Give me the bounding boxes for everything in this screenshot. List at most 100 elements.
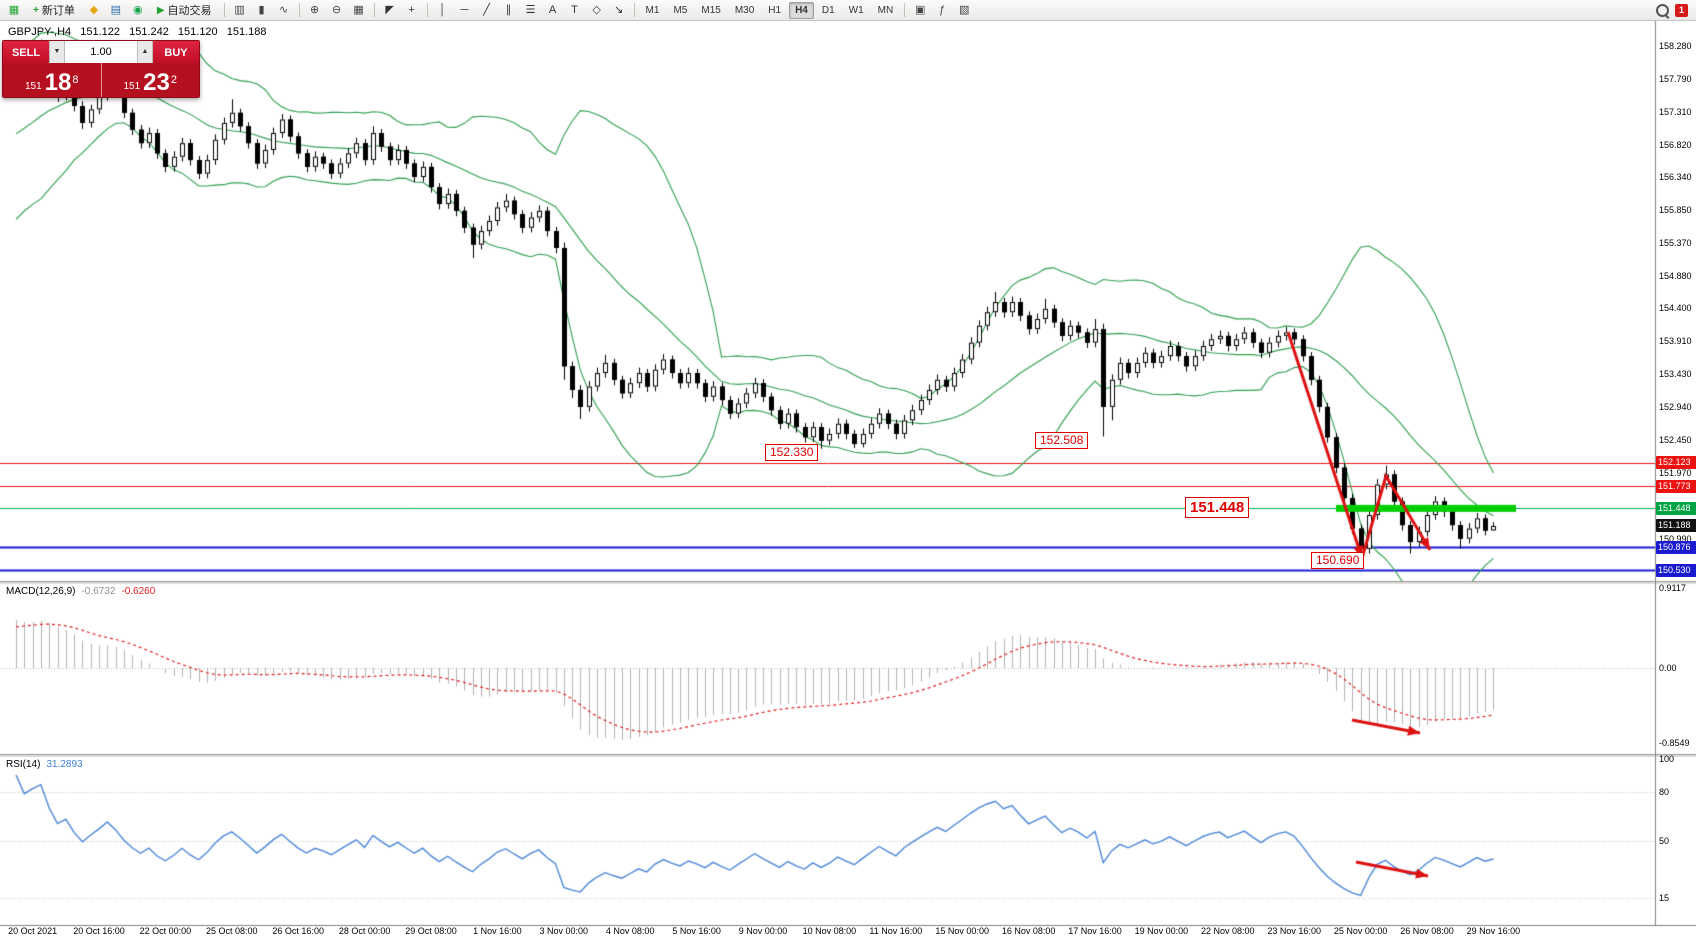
price-axis-label: 155.850 [1659,205,1692,216]
volume-decrement-button[interactable]: ▼ [49,41,65,63]
timeframe-button-h4[interactable]: H4 [789,1,814,19]
tile-windows-icon[interactable]: ▦ [353,4,364,16]
vertical-line-icon[interactable]: │ [439,4,446,16]
cascade-windows-icon[interactable]: ▣ [915,4,926,16]
label-icon[interactable]: T [571,4,578,16]
rsi-scale-label: 15 [1659,893,1670,904]
toolbar-right-cluster: 1 [1656,3,1692,19]
rsi-scale-label: 50 [1659,836,1670,846]
volume-input[interactable] [65,41,137,63]
autotrade-button[interactable]: ▶ 自动交易 [150,1,219,19]
channel-icon[interactable]: ∥ [505,4,512,16]
fibonacci-icon[interactable]: ☰ [525,4,536,16]
macd-scale-label: -0.8549 [1659,738,1690,749]
timeframe-button-h1[interactable]: H1 [768,4,782,16]
price-axis-label: 153.430 [1659,368,1692,379]
chart-ohlc-header: GBPJPY-,H4 151.122 151.242 151.120 151.1… [8,26,273,38]
macd-label: MACD(12,26,9) [6,586,76,597]
new-order-button[interactable]: + 新订单 [26,1,82,19]
macd-signal-value: -0.6260 [121,586,156,597]
chart-candles-icon[interactable]: ▮ [258,4,265,16]
ask-price[interactable]: 151 23 2 [102,63,200,97]
sell-button[interactable]: SELL [3,41,49,63]
notification-badge[interactable]: 1 [1675,3,1688,17]
macd-scale-label: 0.9117 [1659,582,1686,593]
price-callout[interactable]: 152.330 [765,444,819,461]
mql-diamond-icon[interactable]: ◆ [89,4,99,16]
timeframe-button-m30[interactable]: M30 [734,4,755,16]
cursor-icon[interactable]: ◤ [385,4,394,16]
time-axis-label: 26 Oct 16:00 [272,926,324,936]
zoom-in-icon[interactable]: ⊕ [309,4,320,16]
chart-line-icon[interactable]: ∿ [278,4,289,16]
toolbar-separator [298,3,300,17]
horizontal-line-icon[interactable]: ─ [460,4,469,16]
new-order-button-label: 新订单 [41,5,75,17]
price-axis-label: 158.280 [1659,41,1692,51]
timeframe-button-mn[interactable]: MN [877,4,894,16]
current-price-tag: 151.188 [1656,519,1696,533]
indicators-icon[interactable]: ƒ [939,4,946,16]
price-axis-label: 155.370 [1659,237,1692,248]
macd-main-value: -0.6732 [81,586,116,597]
high-value: 151.242 [129,26,169,38]
toolbar-separator [904,3,906,17]
price-axis-label: 156.340 [1659,172,1692,183]
timeframe-button-m15[interactable]: M15 [701,4,721,16]
price-line-tag[interactable]: 152.123 [1656,456,1696,470]
timeframe-button-d1[interactable]: D1 [821,4,835,16]
time-axis-label: 11 Nov 16:00 [869,926,923,936]
new-order-button-icon: + [33,4,39,16]
time-axis-label: 9 Nov 00:00 [738,926,788,936]
time-axis-label: 5 Nov 16:00 [672,926,721,936]
time-axis-label: 25 Oct 08:00 [206,926,258,936]
ask-pip: 2 [170,74,177,86]
close-value: 151.188 [226,26,267,38]
time-axis-label: 19 Nov 00:00 [1134,926,1189,936]
toolbar-separator [373,3,375,17]
price-line-tag[interactable]: 150.530 [1656,563,1696,577]
chart-bars-icon[interactable]: ▥ [234,4,245,16]
time-axis-label: 28 Oct 00:00 [338,926,391,936]
price-line-tag[interactable]: 150.876 [1656,540,1696,554]
price-callout[interactable]: 150.690 [1311,552,1365,569]
zoom-out-icon[interactable]: ⊖ [331,4,342,16]
rsi-value: 31.2893 [46,759,83,770]
price-line-tag[interactable]: 151.773 [1656,479,1696,493]
text-icon[interactable]: A [548,4,557,16]
shapes-icon[interactable]: ◇ [592,4,601,16]
bid-pip: 8 [72,74,79,86]
bid-prefix: 151 [24,81,42,92]
volume-increment-button[interactable]: ▲ [137,41,153,63]
bid-price[interactable]: 151 18 8 [3,63,101,97]
timeframe-button-w1[interactable]: W1 [848,4,864,16]
price-axis-label: 154.880 [1659,270,1692,281]
time-axis-label: 4 Nov 08:00 [605,926,655,936]
market-depth-icon[interactable]: ▤ [110,4,122,16]
template-icon[interactable]: ▧ [959,4,970,16]
price-callout[interactable]: 151.448 [1185,497,1250,518]
price-axis-label: 156.820 [1659,139,1692,150]
time-axis-label: 29 Oct 08:00 [405,926,457,936]
open-value: 151.122 [80,26,121,38]
main-toolbar: ▦ + 新订单 ◆ ▤ ◉ ▶ 自动交易 ▥ ▮ ∿ ⊕ ⊖ ▦ ◤ + │ ─ ╱ ∥ ☰ A T ◇ ↘ M1 M5 M15 M30… [0,0,1696,21]
app-chart-icon[interactable]: ▦ [8,4,20,16]
time-axis-label: 10 Nov 08:00 [802,926,857,936]
arrow-marker-icon[interactable]: ↘ [613,4,624,16]
crosshair-icon[interactable]: + [408,4,415,16]
price-axis-label: 154.400 [1659,303,1692,314]
timeframe-button-m1[interactable]: M1 [645,4,660,16]
price-callout[interactable]: 152.508 [1035,432,1089,449]
price-line-tag[interactable]: 151.448 [1656,501,1696,515]
timeframe-button-m5[interactable]: M5 [673,4,688,16]
search-icon[interactable] [1656,3,1670,19]
time-axis-label: 22 Oct 00:00 [139,926,192,936]
buy-button[interactable]: BUY [153,41,199,63]
trendline-icon[interactable]: ╱ [483,4,490,16]
macd-header: MACD(12,26,9) -0.6732 -0.6260 [6,586,155,597]
headset-icon[interactable]: ◉ [133,4,143,16]
ask-main: 23 [143,69,170,96]
